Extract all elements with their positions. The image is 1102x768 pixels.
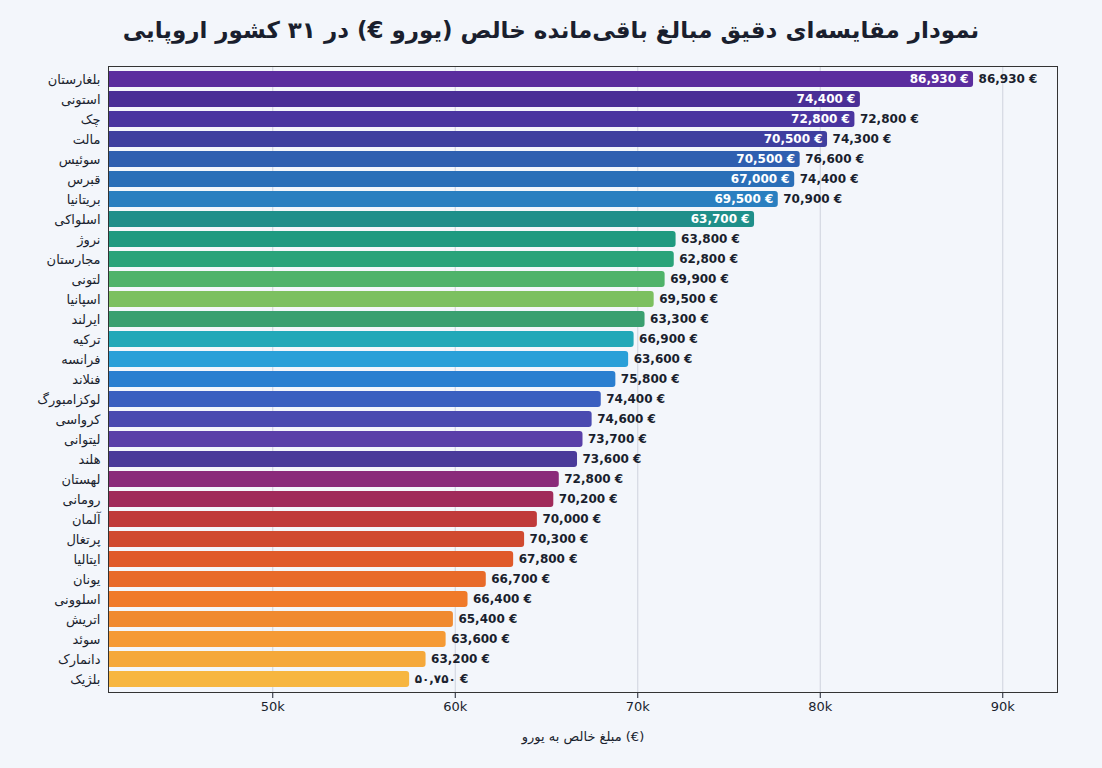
svg-text:قبرس: قبرس	[67, 172, 100, 188]
svg-text:74,400 €: 74,400 €	[797, 92, 856, 106]
svg-text:74,600 €: 74,600 €	[597, 412, 656, 426]
svg-text:ایرلند: ایرلند	[71, 312, 100, 328]
svg-text:بریتانیا: بریتانیا	[67, 192, 101, 208]
svg-text:هلند: هلند	[79, 452, 101, 467]
svg-text:کرواسی: کرواسی	[56, 412, 102, 428]
svg-text:استونی: استونی	[61, 92, 101, 108]
svg-text:سوئیس: سوئیس	[59, 152, 101, 168]
svg-text:فنلاند: فنلاند	[72, 372, 100, 387]
svg-text:اسلوونی: اسلوونی	[54, 592, 100, 608]
svg-text:اسلواکی: اسلواکی	[54, 212, 100, 228]
svg-text:86,930 €: 86,930 €	[910, 72, 969, 86]
svg-text:63,200 €: 63,200 €	[431, 652, 490, 666]
svg-text:70,300 €: 70,300 €	[530, 532, 589, 546]
svg-text:دانمارک: دانمارک	[58, 652, 101, 668]
svg-text:اتریش: اتریش	[66, 612, 101, 628]
svg-text:۵۰,۷۵۰ €: ۵۰,۷۵۰ €	[415, 672, 469, 686]
svg-text:مبلغ خالص به یورو (€): مبلغ خالص به یورو (€)	[521, 729, 644, 745]
svg-text:69,500 €: 69,500 €	[659, 292, 718, 306]
svg-text:74,300 €: 74,300 €	[833, 132, 892, 146]
svg-text:72,800 €: 72,800 €	[860, 112, 919, 126]
svg-text:پرتغال: پرتغال	[66, 532, 100, 548]
svg-text:80k: 80k	[808, 699, 833, 714]
svg-text:69,500 €: 69,500 €	[714, 192, 773, 206]
svg-text:اسپانیا: اسپانیا	[67, 292, 101, 307]
svg-text:63,700 €: 63,700 €	[691, 212, 750, 226]
svg-text:یونان: یونان	[73, 572, 101, 588]
svg-text:70,500 €: 70,500 €	[736, 152, 795, 166]
svg-text:73,700 €: 73,700 €	[588, 432, 647, 446]
svg-text:70k: 70k	[626, 699, 651, 714]
svg-text:آلمان: آلمان	[72, 511, 102, 527]
svg-text:لهستان: لهستان	[62, 472, 101, 488]
html-text:نمودار مقایسه‌ای دقیق مبالغ با: نمودار مقایسه‌ای دقیق مبالغ باقی‌مانده خ…	[122, 17, 980, 43]
svg-text:70,500 €: 70,500 €	[764, 132, 823, 146]
svg-text:63,800 €: 63,800 €	[681, 232, 740, 246]
svg-text:86,930 €: 86,930 €	[979, 72, 1038, 86]
svg-text:72,800 €: 72,800 €	[564, 472, 623, 486]
svg-text:75,800 €: 75,800 €	[621, 372, 680, 386]
svg-text:رومانی: رومانی	[63, 492, 101, 508]
svg-text:سوئد: سوئد	[72, 632, 100, 648]
svg-text:ایتالیا: ایتالیا	[74, 552, 101, 567]
svg-text:70,900 €: 70,900 €	[783, 192, 842, 206]
svg-text:بلغارستان: بلغارستان	[48, 72, 101, 88]
svg-text:لوکزامبورگ: لوکزامبورگ	[37, 391, 100, 408]
svg-text:50k: 50k	[261, 699, 286, 714]
svg-text:لتونی: لتونی	[71, 272, 100, 288]
svg-text:72,800 €: 72,800 €	[791, 112, 850, 126]
svg-text:90k: 90k	[991, 699, 1016, 714]
svg-text:63,600 €: 63,600 €	[634, 352, 693, 366]
svg-text:67,000 €: 67,000 €	[731, 172, 790, 186]
svg-text:62,800 €: 62,800 €	[679, 252, 738, 266]
svg-text:60k: 60k	[443, 699, 468, 714]
svg-text:65,400 €: 65,400 €	[458, 612, 517, 626]
svg-text:74,400 €: 74,400 €	[606, 392, 665, 406]
svg-text:بلژیک: بلژیک	[70, 672, 100, 688]
svg-text:67,800 €: 67,800 €	[519, 552, 578, 566]
svg-text:لیتوانی: لیتوانی	[64, 432, 101, 448]
svg-text:76,600 €: 76,600 €	[805, 152, 864, 166]
svg-text:70,000 €: 70,000 €	[542, 512, 601, 526]
svg-text:73,600 €: 73,600 €	[583, 452, 642, 466]
svg-text:69,900 €: 69,900 €	[670, 272, 729, 286]
svg-text:74,400 €: 74,400 €	[800, 172, 859, 186]
svg-text:66,900 €: 66,900 €	[639, 332, 698, 346]
svg-text:63,300 €: 63,300 €	[650, 312, 709, 326]
svg-text:چک: چک	[81, 112, 101, 127]
svg-text:66,700 €: 66,700 €	[491, 572, 550, 586]
svg-text:نروژ: نروژ	[76, 232, 100, 248]
svg-text:مالت: مالت	[73, 132, 101, 147]
svg-text:70,200 €: 70,200 €	[559, 492, 618, 506]
svg-text:فرانسه: فرانسه	[61, 352, 100, 368]
svg-text:ترکیه: ترکیه	[73, 332, 101, 348]
svg-text:63,600 €: 63,600 €	[451, 632, 510, 646]
svg-text:مجارستان: مجارستان	[47, 252, 101, 268]
svg-text:66,400 €: 66,400 €	[473, 592, 532, 606]
